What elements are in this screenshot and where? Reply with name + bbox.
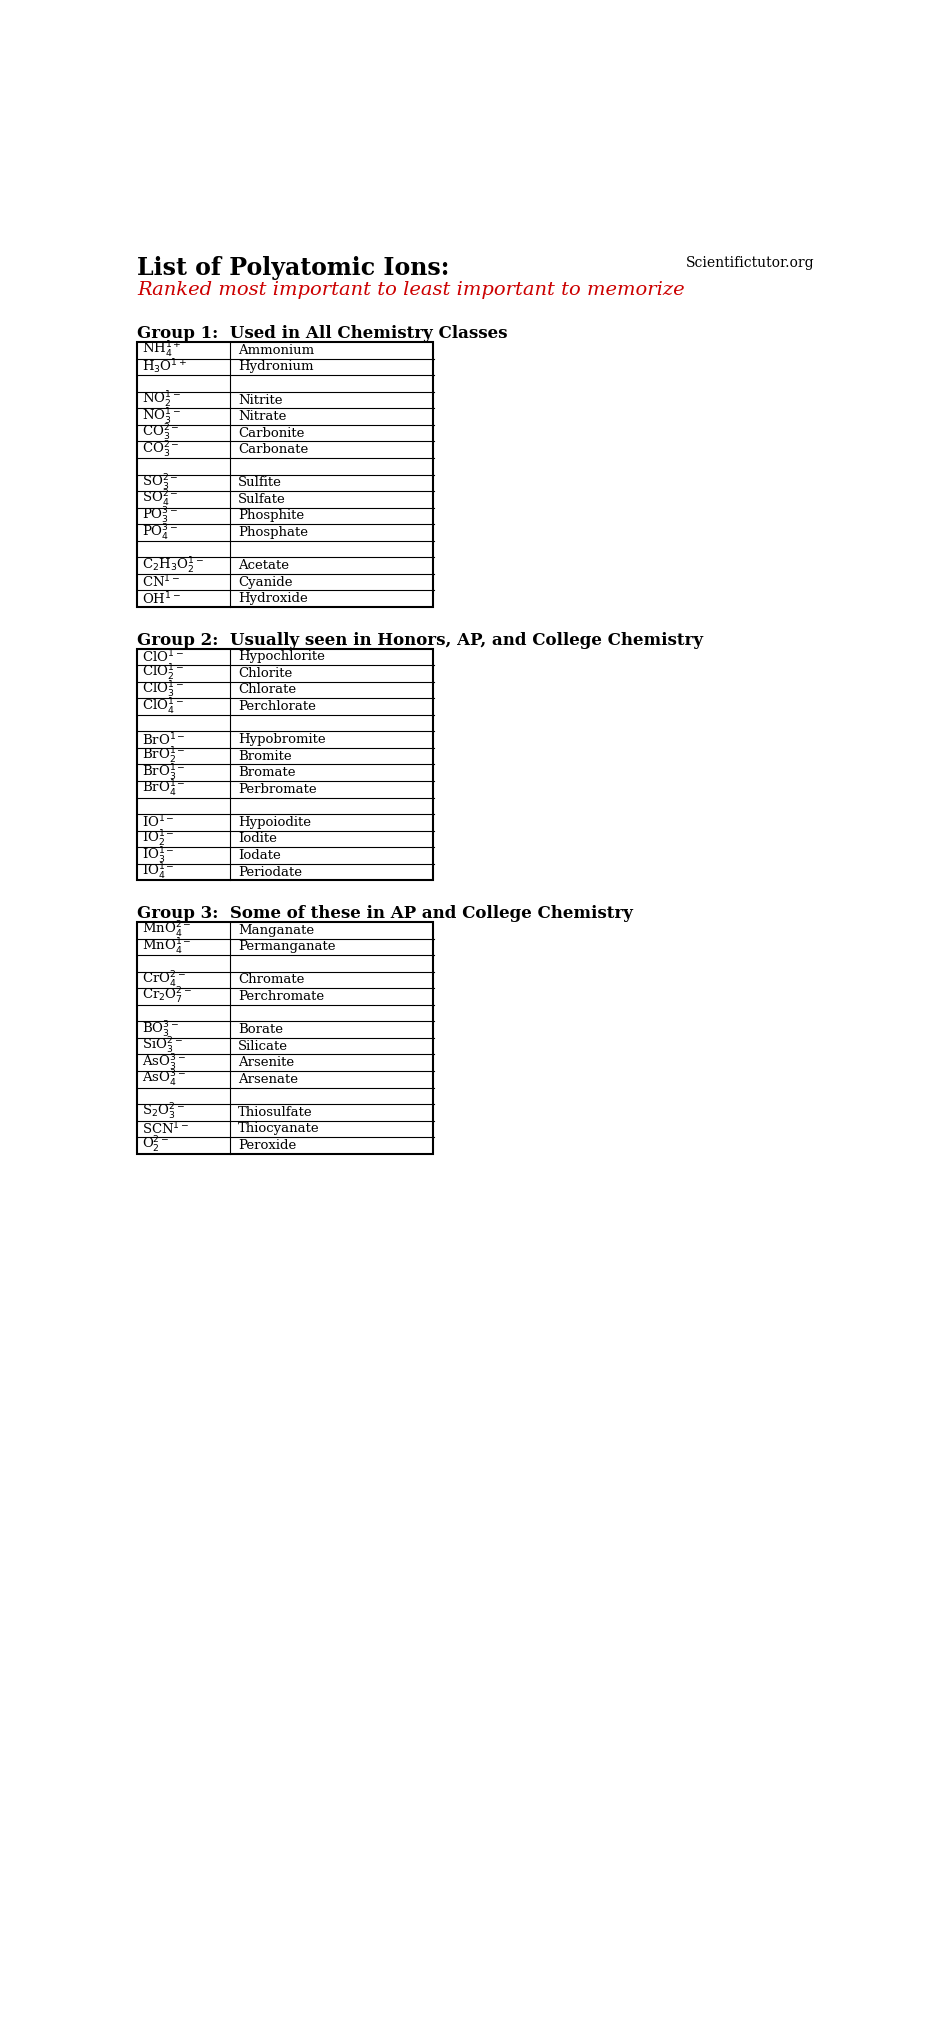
Text: Hypochlorite: Hypochlorite [238, 649, 325, 664]
Text: IO$^{1-}$: IO$^{1-}$ [142, 815, 175, 831]
Text: S$_2$O$_3^{2-}$: S$_2$O$_3^{2-}$ [142, 1101, 185, 1121]
Text: Phosphate: Phosphate [238, 526, 308, 539]
Text: Chromate: Chromate [238, 974, 305, 986]
Text: BrO$_4^{1-}$: BrO$_4^{1-}$ [142, 779, 185, 799]
Text: Arsenate: Arsenate [238, 1073, 298, 1085]
Text: Carbonite: Carbonite [238, 428, 305, 440]
Bar [137, 649, 433, 879]
Text: C$_2$H$_3$O$_2^{1-}$: C$_2$H$_3$O$_2^{1-}$ [142, 555, 204, 575]
Text: Group 3:  Some of these in AP and College Chemistry: Group 3: Some of these in AP and College… [137, 906, 633, 922]
Text: SO$_4^{2-}$: SO$_4^{2-}$ [142, 490, 179, 510]
Text: Chlorate: Chlorate [238, 684, 296, 696]
Text: NO$_3^{1-}$: NO$_3^{1-}$ [142, 407, 181, 428]
Text: H$_3$O$^{1+}$: H$_3$O$^{1+}$ [142, 357, 187, 377]
Text: O$_2^{2-}$: O$_2^{2-}$ [142, 1136, 169, 1156]
Text: SO$_3^{2-}$: SO$_3^{2-}$ [142, 472, 179, 492]
Text: OH$^{1-}$: OH$^{1-}$ [142, 591, 181, 607]
Text: Bromite: Bromite [238, 750, 292, 762]
Text: Group 2:  Usually seen in Honors, AP, and College Chemistry: Group 2: Usually seen in Honors, AP, and… [137, 631, 704, 649]
Text: MnO$_4^{2-}$: MnO$_4^{2-}$ [142, 920, 192, 940]
Text: MnO$_4^{1-}$: MnO$_4^{1-}$ [142, 936, 192, 956]
Text: PO$_4^{3-}$: PO$_4^{3-}$ [142, 522, 179, 543]
Text: ClO$^{1-}$: ClO$^{1-}$ [142, 649, 184, 666]
Text: Hydroxide: Hydroxide [238, 593, 308, 605]
Text: Iodite: Iodite [238, 833, 277, 845]
Text: BO$_3^{3-}$: BO$_3^{3-}$ [142, 1019, 180, 1039]
Text: Scientifictutor.org: Scientifictutor.org [685, 256, 814, 270]
Bar [137, 922, 433, 1154]
Text: IO$_2^{1-}$: IO$_2^{1-}$ [142, 829, 175, 849]
Text: Silicate: Silicate [238, 1039, 288, 1053]
Text: Group 1:  Used in All Chemistry Classes: Group 1: Used in All Chemistry Classes [137, 325, 508, 343]
Text: BrO$^{1-}$: BrO$^{1-}$ [142, 732, 185, 748]
Text: Thiocyanate: Thiocyanate [238, 1121, 319, 1136]
Text: Borate: Borate [238, 1023, 283, 1037]
Text: Cr$_2$O$_7^{2-}$: Cr$_2$O$_7^{2-}$ [142, 986, 193, 1006]
Text: CO$_3^{2-}$: CO$_3^{2-}$ [142, 440, 180, 460]
Text: CN$^{1-}$: CN$^{1-}$ [142, 575, 181, 591]
Text: Cyanide: Cyanide [238, 575, 293, 589]
Text: SCN$^{1-}$: SCN$^{1-}$ [142, 1121, 190, 1138]
Text: Periodate: Periodate [238, 865, 302, 879]
Text: Perchlorate: Perchlorate [238, 700, 316, 714]
Text: AsO$_4^{3-}$: AsO$_4^{3-}$ [142, 1069, 186, 1089]
Text: Perbromate: Perbromate [238, 783, 317, 797]
Text: Sulfate: Sulfate [238, 492, 286, 506]
Text: CO$_3^{2-}$: CO$_3^{2-}$ [142, 424, 180, 444]
Text: Bromate: Bromate [238, 766, 295, 779]
Text: Hypoiodite: Hypoiodite [238, 817, 311, 829]
Text: Chlorite: Chlorite [238, 668, 293, 680]
Text: IO$_3^{1-}$: IO$_3^{1-}$ [142, 845, 175, 865]
Text: IO$_4^{1-}$: IO$_4^{1-}$ [142, 861, 175, 881]
Text: BrO$_2^{1-}$: BrO$_2^{1-}$ [142, 746, 185, 766]
Text: Thiosulfate: Thiosulfate [238, 1105, 313, 1119]
Text: ClO$_3^{1-}$: ClO$_3^{1-}$ [142, 680, 184, 700]
Text: Phosphite: Phosphite [238, 510, 305, 522]
Text: ClO$_2^{1-}$: ClO$_2^{1-}$ [142, 664, 184, 684]
Text: Nitrate: Nitrate [238, 409, 286, 424]
Text: Hypobromite: Hypobromite [238, 732, 326, 746]
Text: SiO$_3^{2-}$: SiO$_3^{2-}$ [142, 1037, 182, 1057]
Text: Ammonium: Ammonium [238, 345, 314, 357]
Text: List of Polyatomic Ions:: List of Polyatomic Ions: [137, 256, 450, 280]
Bar [137, 343, 433, 607]
Text: ClO$_4^{1-}$: ClO$_4^{1-}$ [142, 696, 184, 716]
Text: Arsenite: Arsenite [238, 1057, 294, 1069]
Text: NO$_2^{1-}$: NO$_2^{1-}$ [142, 389, 181, 409]
Text: Carbonate: Carbonate [238, 444, 308, 456]
Text: Peroxide: Peroxide [238, 1140, 296, 1152]
Text: NH$_4^{1+}$: NH$_4^{1+}$ [142, 341, 181, 361]
Text: Nitrite: Nitrite [238, 393, 282, 407]
Text: CrO$_4^{2-}$: CrO$_4^{2-}$ [142, 970, 186, 990]
Text: Iodate: Iodate [238, 849, 281, 861]
Text: Acetate: Acetate [238, 559, 289, 573]
Text: PO$_3^{3-}$: PO$_3^{3-}$ [142, 506, 179, 526]
Text: Perchromate: Perchromate [238, 990, 324, 1002]
Text: Hydronium: Hydronium [238, 361, 314, 373]
Text: Ranked most important to least important to memorize: Ranked most important to least important… [137, 280, 685, 299]
Text: AsO$_3^{3-}$: AsO$_3^{3-}$ [142, 1053, 186, 1073]
Text: BrO$_3^{1-}$: BrO$_3^{1-}$ [142, 762, 185, 783]
Text: Manganate: Manganate [238, 924, 314, 936]
Text: Permanganate: Permanganate [238, 940, 336, 954]
Text: Sulfite: Sulfite [238, 476, 282, 490]
